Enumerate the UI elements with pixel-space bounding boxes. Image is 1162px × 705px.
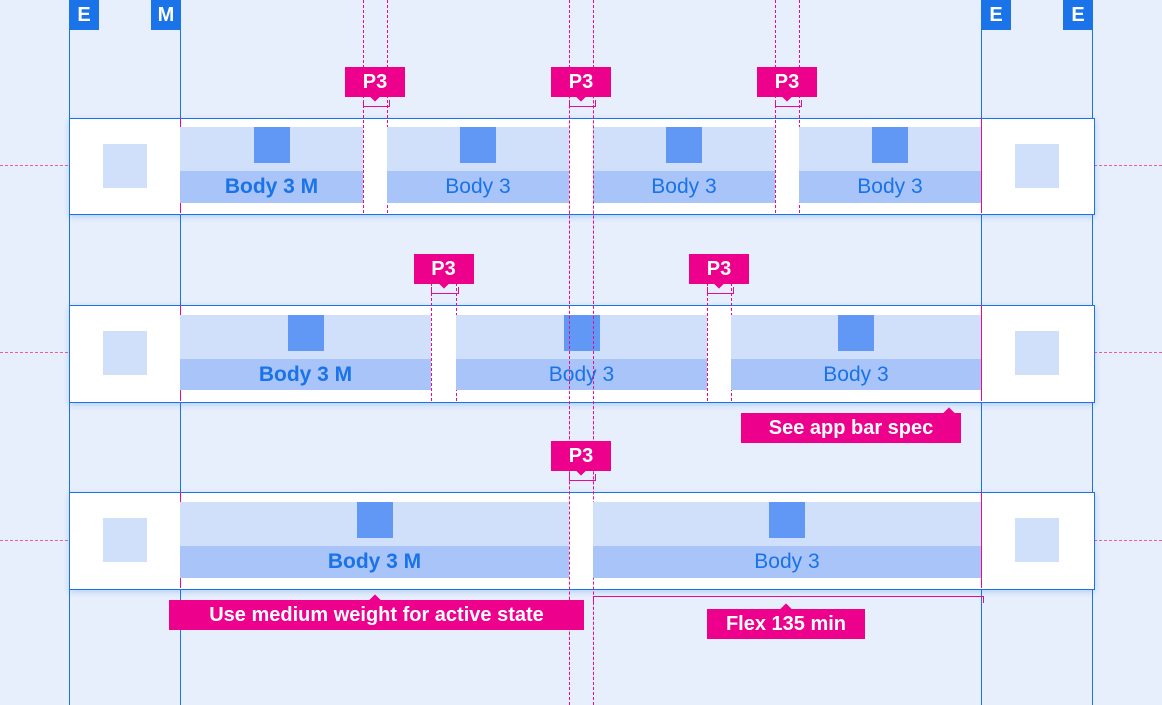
gap-guide (431, 283, 432, 401)
padding-tag: P3 (689, 254, 749, 284)
tab-label: Body 3 (456, 359, 707, 390)
tab-label: Body 3 (799, 171, 981, 203)
flex-width-bracket (593, 596, 984, 603)
tab-label: Body 3 (593, 171, 775, 203)
padding-tag: P3 (345, 67, 405, 97)
gap-bracket (707, 287, 734, 294)
keyline-badge: E (981, 0, 1011, 30)
leading-icon-placeholder (103, 144, 147, 188)
tab-icon (253, 127, 290, 163)
leading-icon-placeholder (103, 331, 147, 375)
gap-guide (593, 0, 594, 705)
tab-label: Body 3 M (180, 546, 569, 578)
tab-edge-line (981, 492, 982, 588)
tab-edge-line (981, 305, 982, 401)
flex-min-annotation: Flex 135 min (707, 609, 865, 639)
gap-guide (707, 283, 708, 401)
tab-icon (872, 127, 908, 163)
trailing-icon-placeholder (1015, 144, 1059, 188)
tab-label: Body 3 M (180, 171, 363, 203)
keyline-badge: M (151, 0, 181, 30)
keyline-badge: E (69, 0, 99, 30)
tab-icon (287, 315, 324, 351)
tab-icon (666, 127, 702, 163)
trailing-icon-placeholder (1015, 331, 1059, 375)
app-bar-annotation: See app bar spec (741, 413, 961, 443)
tab-edge-line (981, 118, 982, 213)
padding-tag: P3 (757, 67, 817, 97)
gap-guide (569, 0, 570, 705)
padding-tag: P3 (551, 67, 611, 97)
padding-tag: P3 (413, 254, 474, 284)
gap-bracket (569, 474, 596, 481)
tab-icon (838, 315, 874, 351)
tab-label: Body 3 (387, 171, 569, 203)
gap-bracket (569, 100, 596, 107)
tab-icon (769, 502, 805, 538)
tab-label: Body 3 M (180, 359, 431, 390)
tab-icon (356, 502, 393, 538)
padding-tag: P3 (551, 441, 611, 471)
gap-bracket (775, 100, 802, 107)
tab-label: Body 3 (731, 359, 981, 390)
keyline-badge: E (1063, 0, 1093, 30)
trailing-icon-placeholder (1015, 518, 1059, 562)
gap-bracket (431, 287, 459, 294)
tab-icon (460, 127, 496, 163)
gap-bracket (363, 100, 390, 107)
active-state-annotation: Use medium weight for active state (169, 600, 584, 630)
tab-label: Body 3 (593, 546, 981, 578)
leading-icon-placeholder (103, 518, 147, 562)
